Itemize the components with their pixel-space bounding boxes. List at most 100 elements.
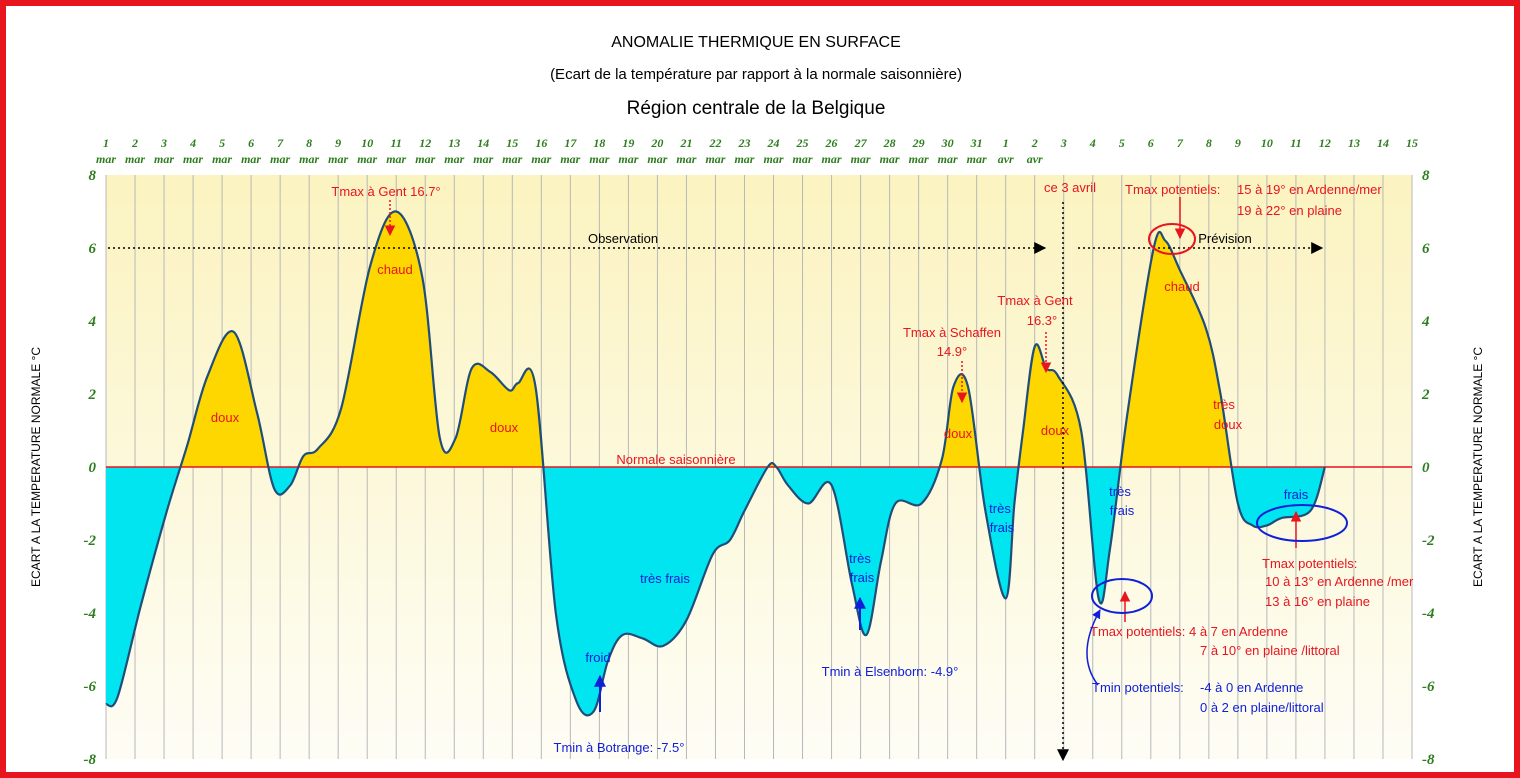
- x-tick-day: 7: [1177, 136, 1184, 150]
- y-tick-left: 6: [89, 241, 97, 257]
- annotation-tres-frais-d1: très: [1109, 484, 1131, 499]
- annotation-frais: frais: [1284, 487, 1309, 502]
- x-tick-day: 12: [1319, 136, 1331, 150]
- x-tick-day: 12: [419, 136, 431, 150]
- x-tick-month: mar: [967, 152, 987, 166]
- annotation-doux-4: doux: [1041, 423, 1070, 438]
- x-tick-month: mar: [154, 152, 174, 166]
- x-tick-month: mar: [444, 152, 464, 166]
- y-tick-left: 8: [89, 168, 97, 184]
- x-tick-month: mar: [851, 152, 871, 166]
- annotation-tres-frais-b2: frais: [850, 570, 875, 585]
- y-tick-right: -4: [1422, 606, 1435, 622]
- annotation-tmax-pot-top-3: 19 à 22° en plaine: [1237, 203, 1342, 218]
- x-tick-month: mar: [793, 152, 813, 166]
- x-tick-day: 1: [103, 136, 109, 150]
- annotation-tmin-pot-3: 0 à 2 en plaine/littoral: [1200, 700, 1324, 715]
- x-tick-day: 25: [796, 136, 809, 150]
- anomaly-areas: [106, 211, 1325, 716]
- x-tick-month: mar: [705, 152, 725, 166]
- x-tick-day: 26: [825, 136, 838, 150]
- annotation-tmax-pot-mid-1: Tmax potentiels:: [1262, 556, 1357, 571]
- y-tick-left: 0: [89, 460, 97, 476]
- x-tick-day: 20: [650, 136, 663, 150]
- x-tick-month: mar: [880, 152, 900, 166]
- x-tick-day: 6: [248, 136, 254, 150]
- x-tick-month: avr: [1027, 152, 1043, 166]
- y-tick-right: -2: [1422, 533, 1435, 549]
- annotation-tmax-schaffen-1: Tmax à Schaffen: [903, 325, 1001, 340]
- x-tick-day: 13: [1348, 136, 1360, 150]
- x-tick-month: mar: [502, 152, 522, 166]
- x-tick-day: 31: [970, 136, 983, 150]
- normal-label: Normale saisonnière: [616, 452, 735, 467]
- y-tick-left: 4: [88, 314, 97, 330]
- x-tick-month: mar: [415, 152, 435, 166]
- annotation-chaud-2: chaud: [1164, 279, 1199, 294]
- circle-tmax-pot-top: [1148, 223, 1196, 255]
- y-tick-left: -6: [84, 679, 97, 695]
- x-tick-day: 5: [1119, 136, 1125, 150]
- x-tick-day: 27: [854, 136, 868, 150]
- x-tick-day: 23: [737, 136, 750, 150]
- x-tick-day: 8: [1206, 136, 1212, 150]
- x-tick-month: mar: [531, 152, 551, 166]
- annotation-tmax-pot-low-2: 7 à 10° en plaine /littoral: [1200, 643, 1340, 658]
- x-tick-month: mar: [96, 152, 116, 166]
- annotation-tmax-pot-top-1: Tmax potentiels:: [1125, 182, 1220, 197]
- y-tick-right: 6: [1422, 241, 1430, 257]
- annotation-tmax-pot-top-2: 15 à 19° en Ardenne/mer: [1237, 182, 1382, 197]
- chart-subtitle: (Ecart de la température par rapport à l…: [550, 66, 962, 83]
- chart-region: Région centrale de la Belgique: [626, 98, 886, 119]
- x-tick-day: 5: [219, 136, 225, 150]
- annotation-tres-frais-c2: frais: [990, 520, 1015, 535]
- annotation-tmax-gent-avr-1: Tmax à Gent: [997, 293, 1073, 308]
- x-tick-day: 10: [361, 136, 373, 150]
- x-tick-month: mar: [183, 152, 203, 166]
- cold-area: [106, 467, 1325, 716]
- x-tick-month: mar: [618, 152, 638, 166]
- annotation-doux-3: doux: [944, 426, 973, 441]
- x-tick-day: 15: [1406, 136, 1418, 150]
- y-tick-left: -2: [84, 533, 97, 549]
- annotation-tmax-gent-avr-2: 16.3°: [1027, 313, 1058, 328]
- x-tick-day: 19: [622, 136, 634, 150]
- y-tick-right: 8: [1422, 168, 1430, 184]
- y-axis-label-left: ECART A LA TEMPERATURE NORMALE °C: [29, 347, 43, 587]
- arrow-tmin-pot: [1086, 609, 1101, 686]
- x-tick-month: mar: [589, 152, 609, 166]
- y-tick-right: 4: [1421, 314, 1430, 330]
- annotation-tmin-pot-2: -4 à 0 en Ardenne: [1200, 680, 1303, 695]
- x-tick-day: 6: [1148, 136, 1154, 150]
- annotation-tres-doux-1: très: [1213, 397, 1235, 412]
- annotation-froid: froid: [585, 650, 610, 665]
- annotation-tres-frais-d2: frais: [1110, 503, 1135, 518]
- x-tick-month: avr: [998, 152, 1014, 166]
- x-tick-month: mar: [560, 152, 580, 166]
- x-tick-day: 7: [277, 136, 284, 150]
- x-tick-day: 28: [883, 136, 896, 150]
- y-tick-left: -4: [84, 606, 97, 622]
- x-tick-day: 17: [564, 136, 577, 150]
- x-tick-month: mar: [764, 152, 784, 166]
- annotation-tmin-pot-1: Tmin potentiels:: [1092, 680, 1184, 695]
- y-tick-right: -8: [1422, 752, 1435, 768]
- anomaly-curve: [105, 210, 1326, 717]
- x-tick-day: 11: [1290, 136, 1301, 150]
- x-tick-month: mar: [299, 152, 319, 166]
- x-tick-day: 16: [535, 136, 547, 150]
- x-tick-day: 13: [448, 136, 460, 150]
- x-tick-month: mar: [357, 152, 377, 166]
- x-tick-month: mar: [125, 152, 145, 166]
- annotation-doux-1: doux: [211, 410, 240, 425]
- current-day-label: ce 3 avril: [1044, 180, 1096, 195]
- warm-area: [106, 211, 1325, 467]
- annotation-tmax-pot-mid-2: 10 à 13° en Ardenne /mer: [1265, 574, 1414, 589]
- x-tick-month: mar: [822, 152, 842, 166]
- annotation-tres-doux-2: doux: [1214, 417, 1243, 432]
- x-tick-month: mar: [386, 152, 406, 166]
- x-tick-month: mar: [647, 152, 667, 166]
- x-tick-month: mar: [938, 152, 958, 166]
- x-tick-month: mar: [473, 152, 493, 166]
